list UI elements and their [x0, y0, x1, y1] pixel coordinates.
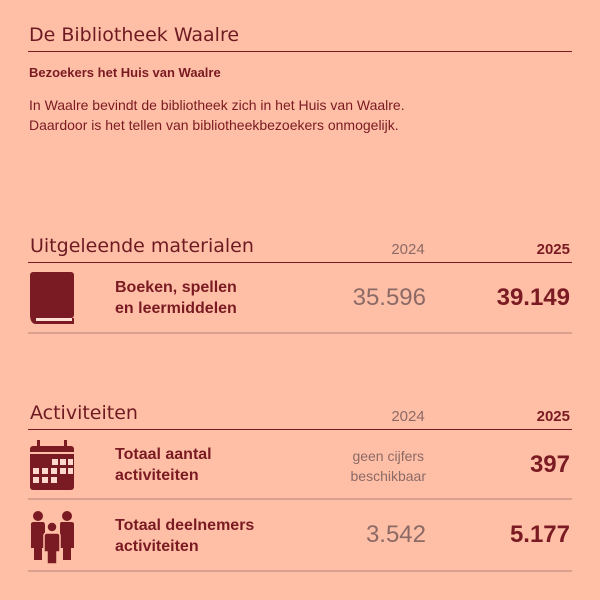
book-icon	[30, 272, 74, 324]
materials-2025-value: 39.149	[496, 284, 570, 311]
materials-label: Boeken, spellen en leermiddelen	[115, 277, 237, 319]
visitors-heading: Bezoekers het Huis van Waalre	[29, 65, 221, 80]
visitors-text-line: In Waalre bevindt de bibliotheek zich in…	[29, 97, 405, 113]
label-line: Totaal aantal	[115, 446, 212, 463]
visitors-text: In Waalre bevindt de bibliotheek zich in…	[29, 95, 405, 135]
activities-count-2025-value: 397	[529, 451, 570, 478]
divider	[28, 332, 572, 334]
activities-count-2024-value: geen cijfers beschikbaar	[351, 446, 427, 486]
divider	[28, 570, 572, 572]
na-line: beschikbaar	[350, 468, 427, 484]
divider	[28, 262, 572, 263]
page-title: De Bibliotheek Waalre	[29, 24, 240, 46]
year-2024-label: 2024	[391, 241, 425, 258]
year-2025-label: 2025	[536, 408, 570, 425]
participants-2025-value: 5.177	[509, 521, 570, 548]
activities-heading: Activiteiten	[30, 402, 138, 424]
divider	[28, 498, 572, 500]
participants-label: Totaal deelnemers activiteiten	[115, 515, 254, 557]
label-line: Boeken, spellen	[115, 279, 237, 296]
divider	[28, 429, 572, 430]
calendar-icon	[30, 440, 74, 490]
label-line: activiteiten	[115, 538, 199, 555]
activities-count-label: Totaal aantal activiteiten	[115, 444, 212, 486]
people-icon	[31, 511, 74, 564]
divider	[28, 51, 572, 52]
visitors-text-line: Daardoor is het tellen van bibliotheekbe…	[29, 117, 399, 133]
label-line: en leermiddelen	[115, 300, 237, 317]
materials-heading: Uitgeleende materialen	[30, 235, 254, 257]
participants-2024-value: 3.542	[365, 521, 426, 548]
materials-2024-value: 35.596	[352, 284, 426, 311]
year-2024-label: 2024	[391, 408, 425, 425]
year-2025-label: 2025	[536, 241, 570, 258]
label-line: Totaal deelnemers	[115, 517, 255, 534]
na-line: geen cijfers	[352, 448, 425, 464]
label-line: activiteiten	[115, 467, 199, 484]
